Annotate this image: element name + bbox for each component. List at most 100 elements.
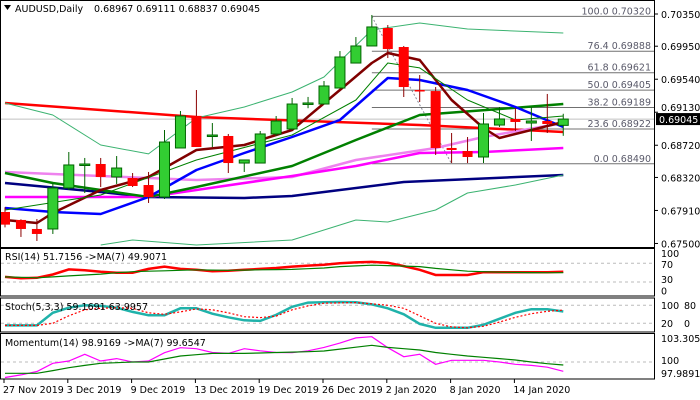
symbol-label: AUDUSD,Daily [15, 4, 84, 15]
indicator-axis-label: 30 [661, 275, 673, 286]
bullish-candle [174, 115, 186, 149]
date-axis-label: 14 Jan 2020 [513, 385, 570, 396]
fibonacci-level-label: 50.0 0.69405 [588, 80, 651, 91]
stochastic-panel[interactable] [1, 300, 654, 330]
panel-frames [0, 0, 655, 380]
bearish-candle [15, 219, 26, 229]
rsi-title: RSI(14) 51.7156 ->MA(7) 49.9071 [5, 252, 167, 263]
bearish-candle [1, 211, 10, 225]
fibonacci-level-label: 100.0 0.70320 [581, 6, 651, 17]
bullish-candle [63, 164, 75, 189]
indicator-line [4, 260, 564, 280]
bullish-candle [111, 167, 123, 178]
rsi-panel[interactable] [1, 260, 654, 283]
price-axis-label: 0.67910 [661, 206, 700, 217]
bullish-candle [254, 133, 266, 164]
bearish-candle [510, 118, 521, 122]
bullish-candle [557, 118, 569, 126]
price-axis-label: 0.68720 [661, 141, 700, 152]
bearish-candle [127, 178, 138, 186]
price-axis-label: 0.67500 [661, 239, 700, 250]
price-axis-label: 0.69950 [661, 42, 700, 53]
indicator-axis-label: 80 [684, 301, 696, 312]
date-axis-label: 13 Dec 2019 [194, 385, 255, 396]
bullish-candle [493, 118, 505, 126]
moving-average-line [4, 51, 564, 225]
ohlc-readout: 0.68967 0.69111 0.68837 0.69045 [94, 4, 260, 15]
bearish-candle [31, 228, 42, 234]
bullish-candle [478, 123, 489, 158]
date-axis-label: 26 Dec 2019 [322, 385, 383, 396]
date-axis-label: 19 Dec 2019 [258, 385, 319, 396]
bullish-candle [350, 45, 362, 64]
fibonacci-level-label: 76.4 0.69888 [588, 41, 651, 52]
bullish-candle [366, 26, 378, 47]
date-axis-label: 27 Nov 2019 [3, 385, 64, 396]
indicator-axis-label: 100 [661, 356, 679, 367]
triangle-down-icon[interactable] [4, 5, 11, 10]
momentum-title: Momentum(14) 98.9169 ->MA(7) 99.6547 [5, 338, 206, 349]
fibonacci-level-label: 23.6 0.68922 [588, 119, 651, 130]
bullish-candle [302, 102, 314, 105]
price-axis-label: 0.69130 [661, 103, 700, 114]
price-axis-label: 0.68320 [661, 173, 700, 184]
bullish-candle [206, 134, 218, 138]
main-panel-border [0, 0, 655, 248]
bearish-candle [542, 121, 553, 124]
moving-average-line [100, 174, 564, 246]
bearish-candle [223, 135, 234, 164]
bullish-candle [270, 120, 282, 135]
fibonacci-level-label: 61.8 0.69621 [588, 63, 651, 74]
date-axis-label: 8 Jan 2020 [450, 385, 501, 396]
bearish-candle [398, 47, 409, 88]
current-price-label: 0.69045 [659, 115, 698, 126]
moving-average-line [4, 173, 564, 200]
stoch-panel-border [0, 297, 655, 333]
indicator-axis-label: 100 [661, 301, 679, 312]
moving-average-line [4, 22, 564, 155]
axes: 0.70350 0.69950 0.69540 0.69130 0.68720 0.683… [3, 10, 700, 396]
date-axis-label: 3 Dec 2019 [67, 385, 122, 396]
price-axis-label: 0.70350 [661, 10, 700, 21]
price-axis-label: 0.69540 [661, 75, 700, 86]
fibonacci-level-label: 38.2 0.69189 [588, 97, 651, 108]
bullish-candle [318, 85, 330, 105]
momentum-panel-border [0, 333, 655, 380]
indicator-axis-label: 103.3056 [661, 334, 700, 345]
moving-average-line [4, 101, 564, 134]
indicator-axis-label: 97.9891 [661, 369, 700, 380]
bearish-candle [414, 90, 425, 92]
indicator-axis-label: 70 [661, 260, 673, 271]
date-axis-label: 2 Jan 2020 [386, 385, 437, 396]
main-price-panel[interactable]: 100.0 0.70320 76.4 0.69888 61.8 0.69621 50.… [0, 6, 654, 246]
bearish-candle [95, 164, 106, 177]
bearish-candle [382, 28, 393, 50]
fibonacci-level-label: 0.0 0.68490 [594, 154, 651, 165]
bullish-candle [525, 120, 537, 124]
indicator-line [5, 301, 564, 329]
momentum-panel[interactable] [1, 336, 654, 379]
bullish-candle [334, 56, 346, 89]
indicator-line [4, 264, 564, 279]
bearish-candle [143, 185, 154, 198]
bearish-candle [462, 151, 473, 157]
bullish-candle [159, 141, 170, 198]
indicator-line [5, 344, 564, 374]
indicator-axis-label: 100 [661, 249, 679, 260]
indicator-axis-label: 0 [684, 319, 690, 330]
stoch-title: Stoch(5,3,3) 59.1691 63.9957 [5, 302, 148, 313]
moving-average-line [4, 76, 564, 216]
bearish-candle [446, 147, 457, 150]
bullish-candle [238, 159, 250, 164]
bullish-candle [286, 103, 298, 130]
current-price-badge [656, 113, 700, 126]
moving-average-line [4, 102, 564, 199]
indicator-axis-label: 20 [661, 319, 673, 330]
rsi-panel-border [0, 248, 655, 297]
bullish-candle [47, 187, 59, 230]
bearish-candle [430, 91, 441, 148]
bullish-candle [79, 163, 91, 166]
date-axis-label: 9 Dec 2019 [131, 385, 186, 396]
indicator-axis-label: 0 [661, 287, 667, 298]
